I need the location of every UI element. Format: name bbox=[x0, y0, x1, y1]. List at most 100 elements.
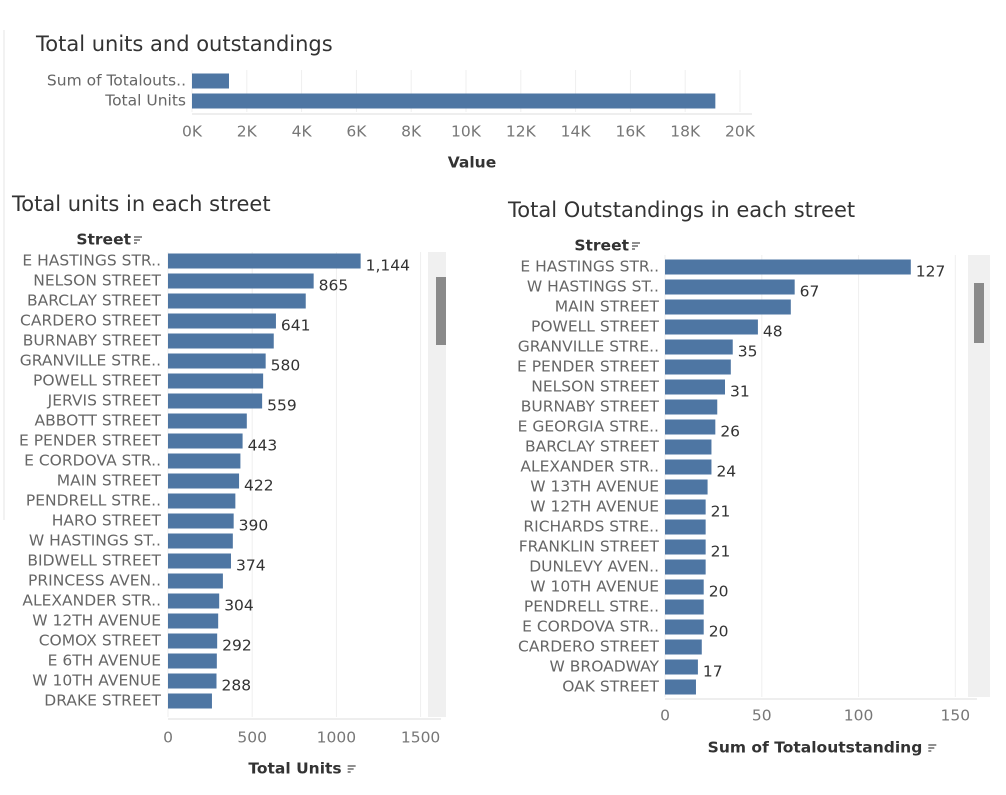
bar bbox=[168, 653, 217, 669]
bar bbox=[168, 433, 243, 449]
category-label: DRAKE STREET bbox=[44, 692, 161, 710]
bar bbox=[168, 473, 240, 489]
bar bbox=[665, 519, 706, 535]
category-label: W 13TH AVENUE bbox=[530, 478, 659, 496]
bar bbox=[168, 573, 223, 589]
category-label: W 12TH AVENUE bbox=[32, 612, 161, 630]
chart-title: Total Outstandings in each street bbox=[507, 198, 855, 222]
category-label: E HASTINGS STR.. bbox=[520, 258, 659, 276]
category-label: BARCLAY STREET bbox=[27, 292, 162, 310]
bar bbox=[168, 313, 276, 329]
category-label: CARDERO STREET bbox=[518, 638, 659, 656]
data-label: 443 bbox=[248, 437, 278, 455]
bar bbox=[665, 459, 712, 475]
data-label: 374 bbox=[236, 557, 266, 575]
bar bbox=[665, 339, 733, 355]
bar bbox=[665, 679, 696, 695]
bar bbox=[665, 479, 708, 495]
x-tick-label: 100 bbox=[844, 707, 874, 725]
scrollbar-track[interactable] bbox=[968, 255, 990, 697]
chart-title: Total units in each street bbox=[11, 192, 271, 216]
data-label: 24 bbox=[716, 463, 736, 481]
category-label: DUNLEVY AVEN.. bbox=[529, 558, 659, 576]
scrollbar-track[interactable] bbox=[428, 252, 446, 717]
bar bbox=[665, 659, 698, 675]
x-tick-label: 12K bbox=[506, 123, 537, 141]
category-label: RICHARDS STRE.. bbox=[523, 518, 659, 536]
category-label: JERVIS STREET bbox=[47, 392, 162, 410]
category-label: W 10TH AVENUE bbox=[32, 672, 161, 690]
x-tick-label: 1000 bbox=[317, 729, 356, 747]
x-tick-label: 10K bbox=[451, 123, 482, 141]
data-label: 641 bbox=[281, 317, 311, 335]
bar bbox=[665, 639, 702, 655]
bar bbox=[168, 373, 264, 389]
chart-title: Total units and outstandings bbox=[35, 32, 333, 56]
category-label: MAIN STREET bbox=[555, 298, 660, 316]
category-label: ABBOTT STREET bbox=[34, 412, 161, 430]
category-label: W BROADWAY bbox=[550, 658, 660, 676]
bar bbox=[665, 359, 731, 375]
bar bbox=[168, 273, 314, 289]
bars: Sum of Totalouts.. Total Units bbox=[47, 72, 716, 110]
bar bbox=[168, 353, 266, 369]
category-label: BURNABY STREET bbox=[521, 398, 660, 416]
data-label: 48 bbox=[763, 323, 783, 341]
x-tick-label: 1500 bbox=[401, 729, 440, 747]
bar bbox=[168, 533, 233, 549]
x-tick-label: 0 bbox=[163, 729, 173, 747]
data-label: 21 bbox=[711, 543, 731, 561]
scrollbar-thumb[interactable] bbox=[436, 277, 446, 345]
data-label: 1,144 bbox=[366, 257, 410, 275]
data-label: 17 bbox=[703, 663, 723, 681]
x-tick-label: 18K bbox=[670, 123, 701, 141]
bar bbox=[665, 599, 704, 615]
x-tick-label: 6K bbox=[346, 123, 367, 141]
category-label: E PENDER STREET bbox=[517, 358, 660, 376]
category-label: W 10TH AVENUE bbox=[530, 578, 659, 596]
bar bbox=[665, 259, 911, 275]
data-label: 20 bbox=[709, 623, 729, 641]
x-tick-label: 50 bbox=[752, 707, 772, 725]
bar bbox=[168, 673, 217, 689]
category-label: NELSON STREET bbox=[531, 378, 659, 396]
data-label: 288 bbox=[221, 677, 251, 695]
bar bbox=[168, 333, 274, 349]
category-label: E CORDOVA STR.. bbox=[24, 452, 161, 470]
category-label: E CORDOVA STR.. bbox=[522, 618, 659, 636]
category-label: W HASTINGS ST.. bbox=[29, 532, 161, 550]
bar bbox=[665, 499, 706, 515]
category-label: ALEXANDER STR.. bbox=[22, 592, 161, 610]
data-label: 390 bbox=[239, 517, 269, 535]
bar bbox=[168, 693, 212, 709]
bar bbox=[168, 593, 220, 609]
category-label: Total Units bbox=[104, 92, 186, 110]
bar bbox=[665, 319, 758, 335]
category-label: PENDRELL STRE.. bbox=[524, 598, 659, 616]
category-label: W 12TH AVENUE bbox=[530, 498, 659, 516]
data-label: 865 bbox=[319, 277, 349, 295]
category-label: E 6TH AVENUE bbox=[48, 652, 161, 670]
y-axis-header: Street bbox=[76, 231, 131, 249]
data-label: 304 bbox=[224, 597, 254, 615]
category-label: NELSON STREET bbox=[33, 272, 161, 290]
category-label: Sum of Totalouts.. bbox=[47, 72, 186, 90]
category-label: CARDERO STREET bbox=[20, 312, 161, 330]
scrollbar-thumb[interactable] bbox=[974, 283, 984, 343]
data-label: 26 bbox=[720, 423, 740, 441]
category-label: E GEORGIA STRE.. bbox=[518, 418, 659, 436]
bar bbox=[665, 559, 706, 575]
category-label: HARO STREET bbox=[52, 512, 162, 530]
category-label: POWELL STREET bbox=[531, 318, 660, 336]
x-axis-label: Total Units bbox=[248, 760, 341, 778]
data-label: 559 bbox=[267, 397, 297, 415]
category-label: BARCLAY STREET bbox=[525, 438, 660, 456]
bar bbox=[665, 419, 716, 435]
data-label: 31 bbox=[730, 383, 750, 401]
data-label: 67 bbox=[800, 283, 820, 301]
category-label: MAIN STREET bbox=[57, 472, 162, 490]
x-axis-label: Value bbox=[448, 154, 496, 172]
bars: E HASTINGS STR.. 127 W HASTINGS ST.. 67 MAIN… bbox=[517, 258, 945, 696]
x-tick-label: 4K bbox=[292, 123, 313, 141]
x-tick-label: 500 bbox=[237, 729, 267, 747]
